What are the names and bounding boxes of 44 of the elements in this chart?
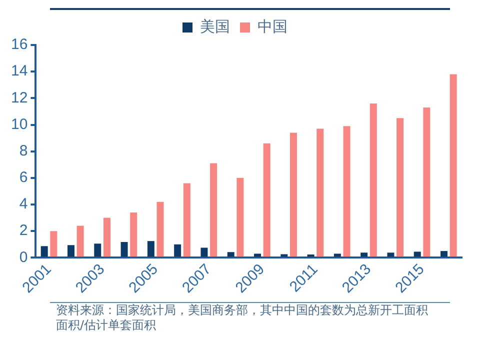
bar <box>130 212 138 257</box>
bar <box>334 254 341 257</box>
bar <box>280 254 288 257</box>
bar <box>370 103 377 257</box>
y-tick-label: 16 <box>10 36 28 54</box>
bar <box>227 252 234 257</box>
y-tick-label: 4 <box>19 196 28 213</box>
y-tick-label: 0 <box>19 248 28 266</box>
y-tick-label: 6 <box>19 169 28 186</box>
bar <box>50 231 58 257</box>
bar <box>360 252 368 257</box>
bar <box>263 143 270 257</box>
bar <box>254 254 261 257</box>
bar <box>120 242 128 257</box>
bar <box>290 132 297 257</box>
bar <box>183 183 190 257</box>
text: 资料来源：国家统计局，美国商务部，其中中国的套数为总新开工面积面积/估计单套面积 <box>56 303 429 333</box>
bar <box>316 128 324 257</box>
bar <box>387 252 394 257</box>
bar <box>440 251 448 257</box>
bar <box>200 248 208 257</box>
bar <box>450 74 457 257</box>
bar <box>147 241 154 257</box>
y-tick-label: 12 <box>10 89 28 106</box>
bar <box>343 126 350 257</box>
bar <box>210 163 218 257</box>
bar <box>174 244 182 257</box>
bar <box>423 107 430 257</box>
y-tick-label: 10 <box>10 116 28 133</box>
legend-label: 中国 <box>258 17 288 36</box>
bar <box>67 245 74 257</box>
y-tick-label: 2 <box>19 222 28 240</box>
bar <box>76 226 84 257</box>
bar <box>94 244 102 257</box>
bar <box>396 118 404 257</box>
bar <box>156 202 164 257</box>
y-tick-label: 8 <box>19 142 28 160</box>
bar <box>236 178 244 257</box>
bar <box>414 252 421 257</box>
bar <box>103 218 110 257</box>
y-tick-label: 14 <box>10 62 28 80</box>
bar <box>307 254 314 257</box>
bar <box>40 246 48 257</box>
legend-label: 美国 <box>200 17 230 36</box>
